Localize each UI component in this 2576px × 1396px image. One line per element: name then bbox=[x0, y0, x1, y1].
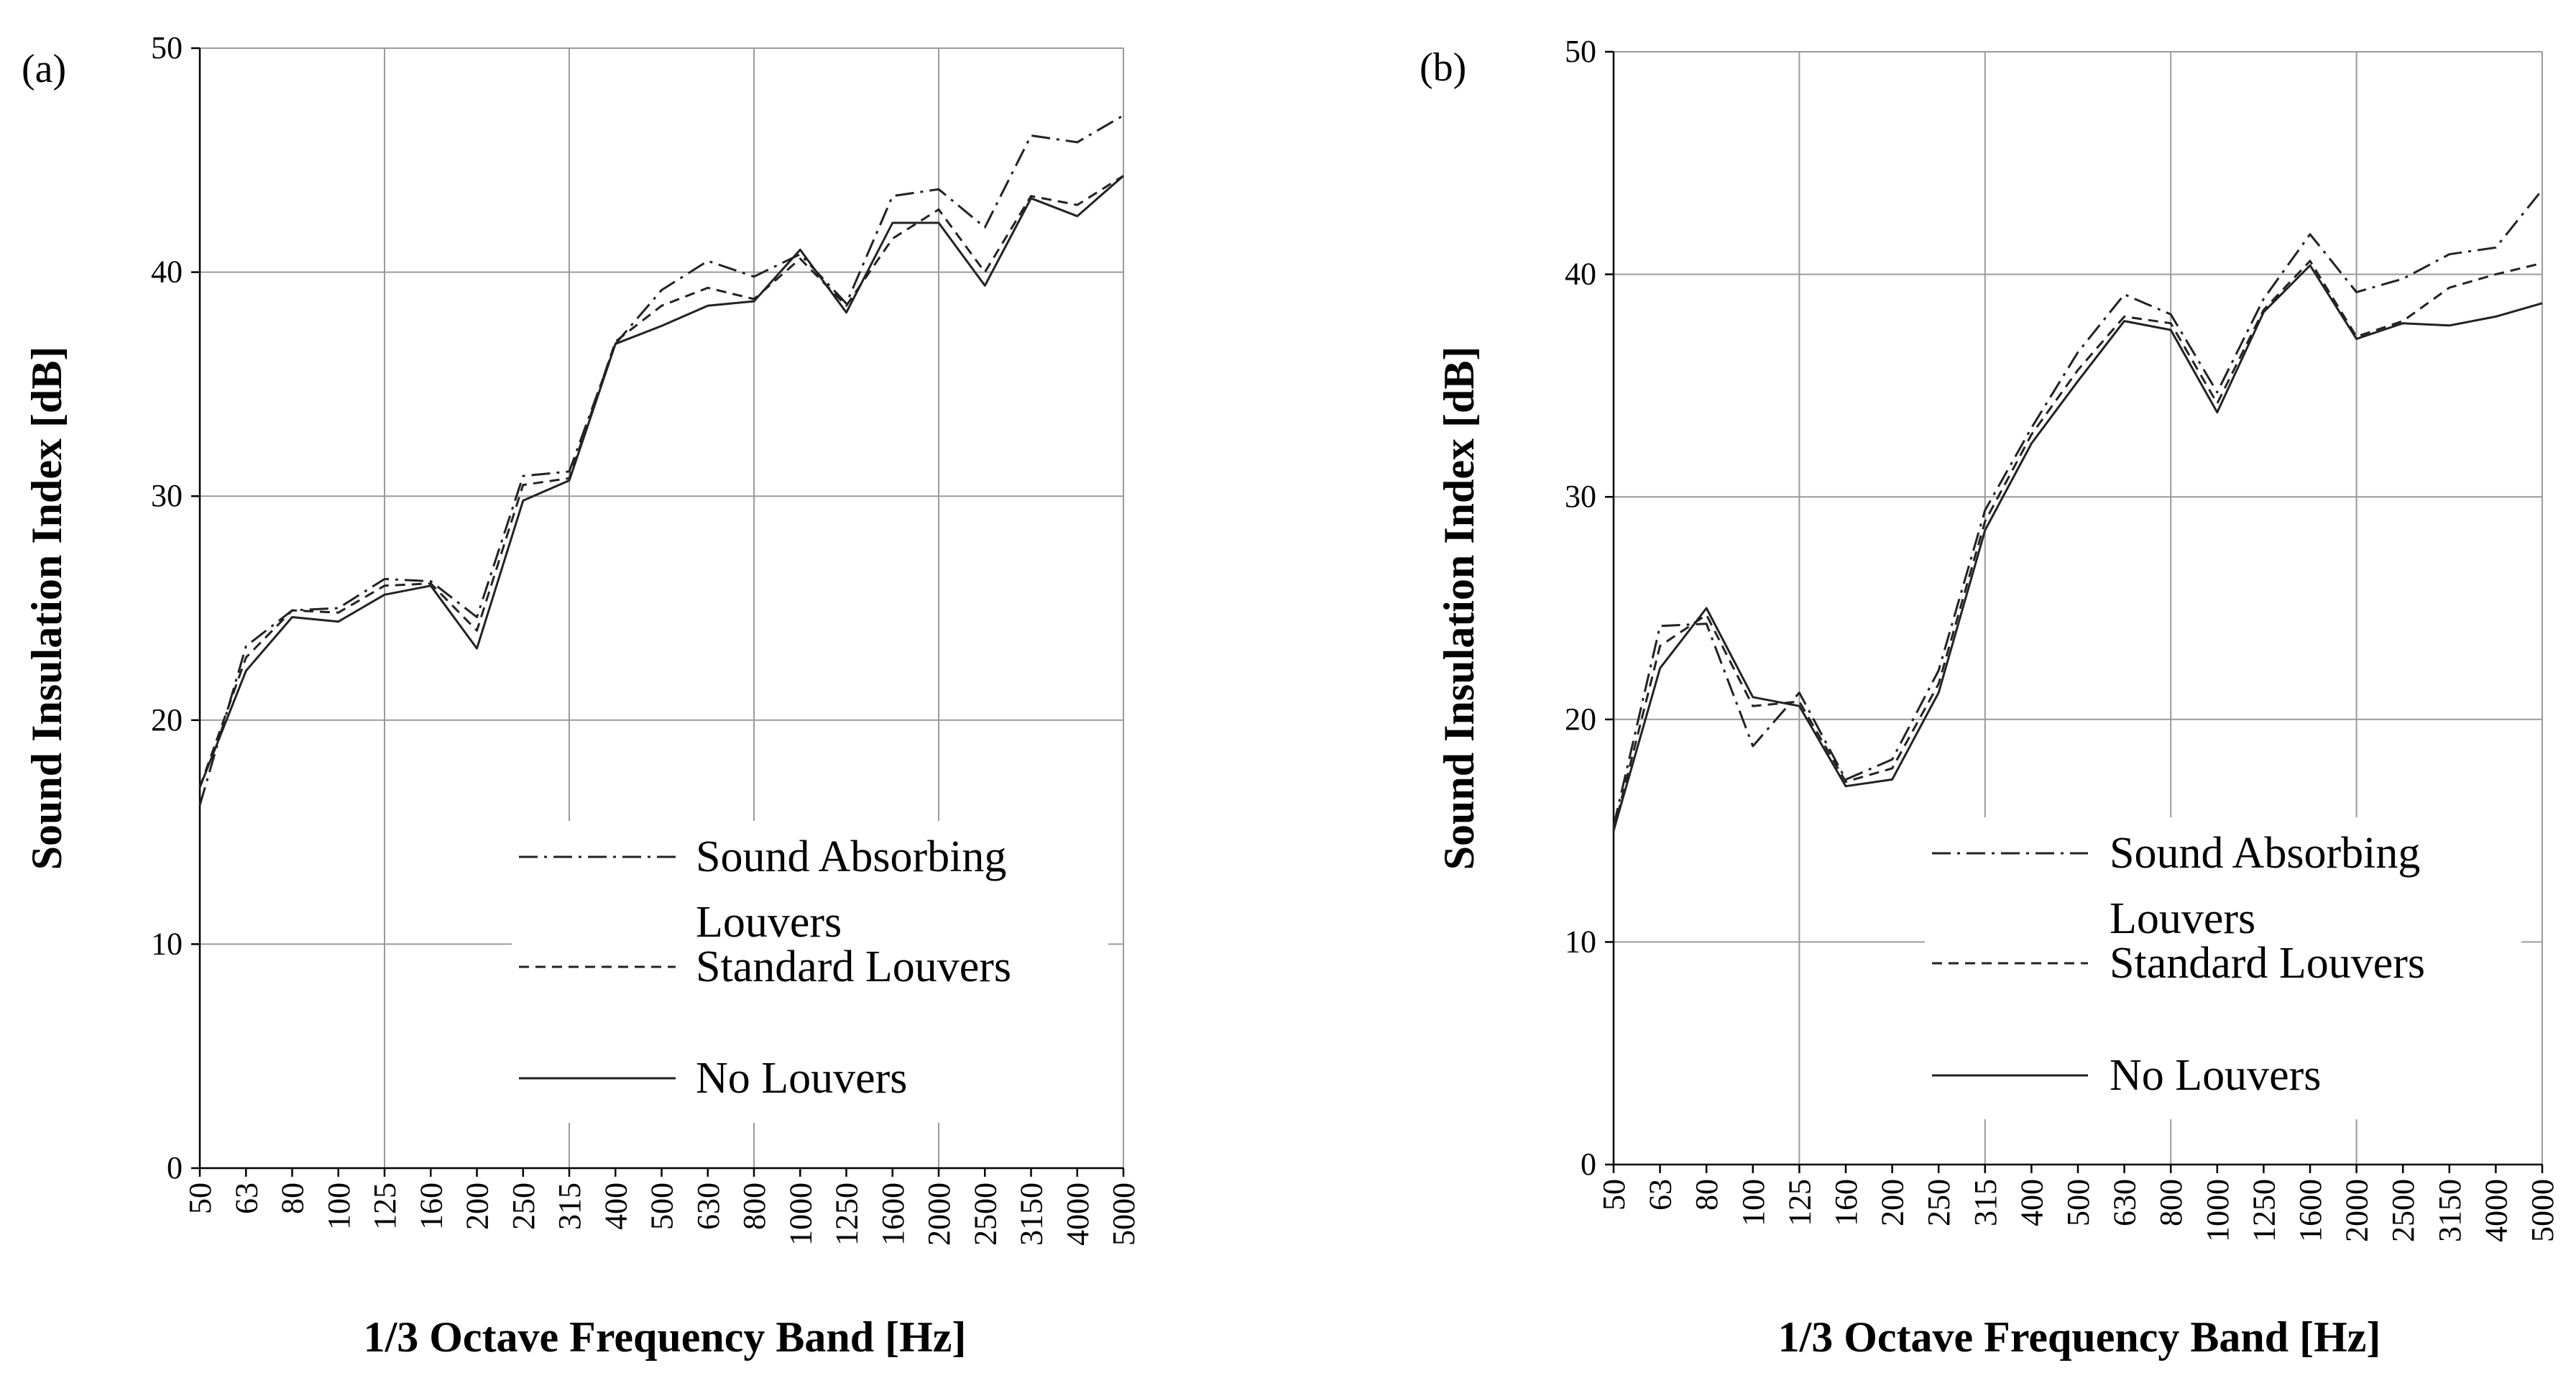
x-tick-label: 160 bbox=[413, 1183, 448, 1230]
x-tick-label: 315 bbox=[1968, 1179, 2003, 1226]
y-tick-label: 0 bbox=[1581, 1147, 1596, 1182]
x-tick-label: 250 bbox=[506, 1183, 541, 1230]
x-tick-label: 630 bbox=[2107, 1179, 2143, 1226]
x-tick-label: 50 bbox=[183, 1183, 218, 1214]
series-line-no-louvers bbox=[198, 175, 1124, 788]
panel-label: (b) bbox=[1420, 45, 1466, 90]
x-tick-label: 2000 bbox=[2340, 1179, 2375, 1242]
legend-label: No Louvers bbox=[696, 1054, 907, 1103]
y-tick-label: 30 bbox=[151, 478, 183, 513]
series-line-standard-louvers bbox=[198, 175, 1124, 788]
x-tick-label: 630 bbox=[691, 1183, 726, 1230]
legend-label: No Louvers bbox=[2110, 1051, 2321, 1100]
x-tick-label: 800 bbox=[2153, 1179, 2189, 1226]
x-tick-label: 50 bbox=[1596, 1179, 1632, 1211]
x-tick-label: 63 bbox=[1643, 1179, 1678, 1211]
x-tick-label: 500 bbox=[2061, 1179, 2096, 1226]
x-tick-label: 1250 bbox=[2246, 1179, 2281, 1242]
y-tick-label: 20 bbox=[1565, 702, 1596, 737]
x-tick-label: 125 bbox=[1782, 1179, 1817, 1226]
x-tick-label: 5000 bbox=[1106, 1183, 1141, 1246]
y-axis-title: Sound Insulation Index [dB] bbox=[23, 346, 70, 871]
x-tick-label: 100 bbox=[1736, 1179, 1771, 1226]
x-tick-label: 200 bbox=[1875, 1179, 1910, 1226]
x-tick-label: 500 bbox=[645, 1183, 680, 1230]
x-tick-label: 63 bbox=[229, 1183, 264, 1214]
y-tick-label: 10 bbox=[1565, 924, 1596, 959]
x-tick-label: 2000 bbox=[921, 1183, 957, 1246]
y-tick-label: 50 bbox=[151, 30, 183, 65]
x-tick-label: 4000 bbox=[2478, 1179, 2513, 1242]
y-tick-label: 0 bbox=[167, 1150, 183, 1185]
legend-box bbox=[1925, 817, 2521, 1119]
x-tick-label: 80 bbox=[275, 1183, 310, 1214]
chart-panel-a: 0 10 20 30 40 50 50 63 80 100 125 160 200 250 315 400 50… bbox=[22, 30, 1141, 1361]
x-tick-label: 4000 bbox=[1060, 1183, 1095, 1246]
x-axis-title: 1/3 Octave Frequency Band [Hz] bbox=[1778, 1313, 2381, 1361]
y-tick-label: 40 bbox=[151, 254, 183, 290]
x-tick-label: 100 bbox=[321, 1183, 356, 1230]
x-tick-label: 3150 bbox=[2432, 1179, 2467, 1242]
x-tick-label: 5000 bbox=[2525, 1179, 2560, 1242]
y-tick-label: 10 bbox=[151, 926, 183, 961]
series-line-sound-absorbing-louvers bbox=[198, 114, 1124, 806]
legend-box bbox=[512, 821, 1108, 1123]
x-tick-label: 1250 bbox=[829, 1183, 865, 1246]
x-tick-label: 1000 bbox=[783, 1183, 818, 1246]
x-tick-label: 2500 bbox=[967, 1183, 1003, 1246]
x-tick-label: 250 bbox=[1921, 1179, 1956, 1226]
legend-label: Standard Louvers bbox=[2110, 939, 2425, 988]
x-tick-label: 200 bbox=[460, 1183, 495, 1230]
y-axis-title: Sound Insulation Index [dB] bbox=[1435, 346, 1483, 871]
x-tick-label: 125 bbox=[367, 1183, 402, 1230]
series-line-standard-louvers bbox=[1612, 260, 2543, 831]
legend-label-continued: Louvers bbox=[696, 898, 842, 947]
x-tick-label: 315 bbox=[552, 1183, 587, 1230]
series-line-sound-absorbing-louvers bbox=[1612, 189, 2544, 827]
x-axis-title: 1/3 Octave Frequency Band [Hz] bbox=[364, 1313, 967, 1361]
legend-label: Sound Absorbing bbox=[696, 832, 1006, 881]
x-tick-label: 3150 bbox=[1014, 1183, 1049, 1246]
legend-label: Standard Louvers bbox=[696, 942, 1011, 991]
legend-label-continued: Louvers bbox=[2110, 894, 2255, 943]
y-tick-label: 50 bbox=[1565, 34, 1596, 69]
panel-label: (a) bbox=[22, 47, 66, 91]
x-tick-label: 1600 bbox=[875, 1183, 911, 1246]
y-tick-label: 30 bbox=[1565, 479, 1596, 514]
x-tick-label: 800 bbox=[737, 1183, 772, 1230]
series-line-no-louvers bbox=[1612, 264, 2543, 832]
x-tick-label: 400 bbox=[598, 1183, 633, 1230]
x-tick-label: 400 bbox=[2014, 1179, 2049, 1226]
y-tick-label: 40 bbox=[1565, 257, 1596, 292]
x-tick-label: 1600 bbox=[2293, 1179, 2328, 1242]
x-tick-label: 1000 bbox=[2200, 1179, 2235, 1242]
y-tick-label: 20 bbox=[151, 702, 183, 738]
x-tick-label: 160 bbox=[1828, 1179, 1864, 1226]
chart-panel-b: 0 10 20 30 40 50 50 63 80 100 125 160 200 250 315 400 50… bbox=[1420, 34, 2560, 1361]
x-tick-label: 2500 bbox=[2386, 1179, 2421, 1242]
legend-label: Sound Absorbing bbox=[2110, 829, 2420, 878]
x-tick-label: 80 bbox=[1689, 1179, 1724, 1211]
